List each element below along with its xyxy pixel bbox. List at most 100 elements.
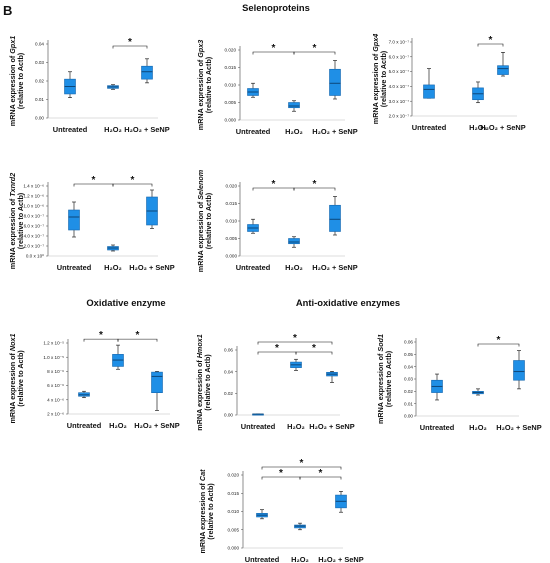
box-0 bbox=[431, 373, 443, 401]
x-category-label: Untreated bbox=[57, 263, 92, 272]
box-0 bbox=[78, 390, 90, 399]
significance-star: * bbox=[319, 468, 323, 479]
chart-gpx1: 0.00 0.01 0.02 0.03 0.04 mRNA expression of G… bbox=[8, 36, 170, 134]
x-category-label: H₂O₂ + SeNP bbox=[312, 127, 357, 136]
significance-star: * bbox=[99, 330, 103, 341]
y-axis-label-gene: Sod1 bbox=[376, 334, 385, 352]
y-tick-label: 4.0 x 10⁻⁷ bbox=[389, 84, 410, 89]
panel-label: B bbox=[3, 3, 12, 18]
x-category-label: H₂O₂ bbox=[109, 421, 127, 430]
y-axis-sublabel: (relative to Actb) bbox=[379, 50, 388, 107]
x-category-label: Untreated bbox=[236, 263, 271, 272]
significance-bracket: * bbox=[252, 179, 295, 191]
y-axis-sublabel: (relative to Actb) bbox=[384, 350, 393, 407]
y-axis-label-gene: Txnrd2 bbox=[8, 173, 17, 197]
box-1 bbox=[107, 84, 119, 90]
significance-bracket: * bbox=[73, 175, 114, 187]
y-axis-label-prefix: mRNA expression of bbox=[195, 358, 204, 430]
y-axis-label-gene: Cat bbox=[198, 469, 207, 481]
significance-star: * bbox=[293, 333, 297, 344]
x-category-label: H₂O₂ bbox=[285, 263, 303, 272]
y-tick-label: 4.0 x 10⁻⁷ bbox=[24, 234, 45, 239]
bracket-line bbox=[117, 338, 158, 342]
x-category-label: H₂O₂ bbox=[285, 127, 303, 136]
bracket-line bbox=[293, 187, 336, 191]
y-tick-label: 0.02 bbox=[404, 389, 413, 394]
significance-star: * bbox=[313, 43, 317, 54]
significance-bracket: * bbox=[117, 330, 158, 342]
y-axis-label-prefix: mRNA expression of bbox=[371, 52, 380, 124]
y-axis-sublabel: (relative to Actb) bbox=[206, 483, 215, 540]
box-1 bbox=[472, 388, 484, 396]
x-category-label: H₂O₂ bbox=[104, 125, 122, 134]
significance-bracket: * bbox=[293, 179, 336, 191]
y-axis-label: mRNA expression of Txnrd2 bbox=[8, 173, 17, 269]
box-iqr bbox=[329, 68, 341, 96]
box-iqr bbox=[423, 84, 435, 99]
y-tick-label: 0.04 bbox=[224, 369, 233, 374]
y-tick-label: 0.000 bbox=[226, 254, 238, 259]
y-tick-label: 7.0 x 10⁻⁷ bbox=[389, 40, 410, 45]
bracket-line bbox=[261, 466, 342, 470]
significance-bracket: * bbox=[477, 335, 520, 347]
bracket-line bbox=[112, 45, 148, 49]
box-1 bbox=[288, 236, 300, 248]
y-tick-label: 0.06 bbox=[404, 340, 413, 345]
y-tick-label: 1.0 x 10⁻⁵ bbox=[43, 355, 64, 360]
y-tick-label: 5.0 x 10⁻⁷ bbox=[389, 69, 410, 74]
x-category-label: H₂O₂ + SeNP bbox=[134, 421, 179, 430]
significance-star: * bbox=[131, 175, 135, 186]
x-category-label: Untreated bbox=[420, 423, 455, 432]
y-tick-label: 1.2 x 10⁻⁵ bbox=[43, 341, 64, 346]
y-tick-label: 6 x 10⁻⁶ bbox=[47, 383, 64, 388]
y-tick-label: 0.000 bbox=[228, 546, 240, 551]
x-category-label: H₂O₂ bbox=[104, 263, 122, 272]
box-iqr bbox=[141, 65, 153, 80]
y-axis-label-prefix: mRNA expression of bbox=[196, 58, 205, 130]
box-iqr bbox=[513, 360, 525, 381]
box-iqr bbox=[497, 65, 509, 75]
y-tick-label: 0.010 bbox=[228, 509, 240, 514]
significance-bracket: * bbox=[477, 35, 504, 47]
y-tick-label: 0.00 bbox=[224, 413, 233, 418]
y-axis-sublabel: (relative to Actb) bbox=[203, 354, 212, 411]
chart-nox1: 2 x 10⁻⁶ 4 x 10⁻⁶ 6 x 10⁻⁶ 8 x 10⁻⁶ 1.0 x 10… bbox=[8, 330, 180, 430]
y-tick-label: 0.02 bbox=[224, 391, 233, 396]
y-tick-label: 0.01 bbox=[35, 97, 44, 102]
significance-star: * bbox=[136, 330, 140, 341]
box-iqr bbox=[68, 209, 80, 231]
significance-star: * bbox=[128, 37, 132, 48]
bracket-line bbox=[295, 351, 333, 355]
significance-star: * bbox=[497, 335, 501, 346]
y-tick-label: 1.4 x 10⁻⁶ bbox=[23, 184, 44, 189]
y-axis-label-prefix: mRNA expression of bbox=[376, 352, 385, 424]
bracket-line bbox=[293, 51, 336, 55]
section-title-antioxidative: Anti-oxidative enzymes bbox=[296, 297, 400, 308]
significance-star: * bbox=[313, 179, 317, 190]
x-category-label: H₂O₂ + SeNP bbox=[496, 423, 541, 432]
box-2 bbox=[146, 189, 158, 229]
y-tick-label: 0.06 bbox=[224, 348, 233, 353]
y-axis-sublabel: (relative to Actb) bbox=[204, 192, 213, 249]
bracket-line bbox=[112, 183, 153, 187]
y-axis-sublabel: (relative to Actb) bbox=[204, 56, 213, 113]
significance-bracket: * bbox=[261, 468, 301, 480]
x-category-label: H₂O₂ + SeNP bbox=[312, 263, 357, 272]
chart-panels: 0.00 0.01 0.02 0.03 0.04 mRNA expression of G… bbox=[8, 34, 542, 563]
y-tick-label: 0.02 bbox=[35, 79, 44, 84]
y-tick-label: 0.010 bbox=[226, 219, 238, 224]
bracket-line bbox=[477, 343, 520, 347]
box-2 bbox=[513, 350, 525, 390]
y-tick-label: 8.0 x 10⁻⁷ bbox=[24, 214, 45, 219]
x-category-label: Untreated bbox=[236, 127, 271, 136]
y-tick-label: 0.0 x 10⁰ bbox=[26, 254, 44, 259]
bracket-line bbox=[477, 43, 504, 47]
box-2 bbox=[141, 58, 153, 84]
y-axis-label-prefix: mRNA expression of bbox=[198, 481, 207, 553]
x-category-label: H₂O₂ + SeNP bbox=[480, 123, 525, 132]
box-1 bbox=[288, 100, 300, 112]
y-tick-label: 4 x 10⁻⁶ bbox=[47, 397, 64, 402]
y-tick-label: 0.010 bbox=[225, 83, 237, 88]
box-0 bbox=[423, 68, 435, 99]
